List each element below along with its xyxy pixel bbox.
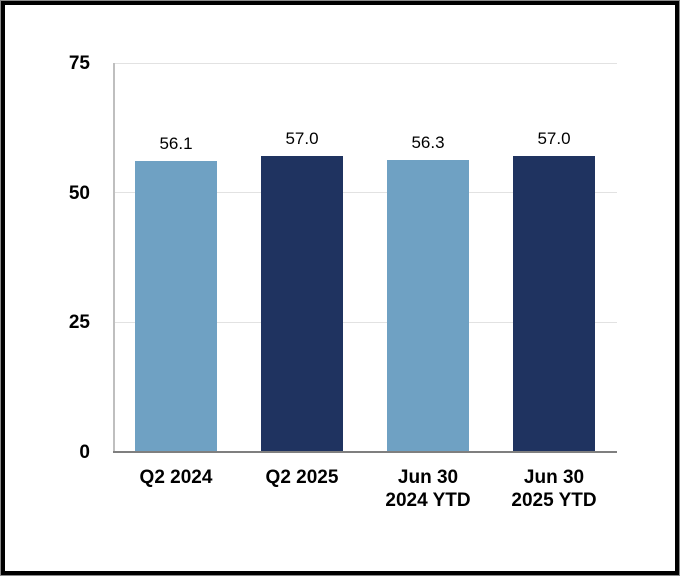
gridline	[113, 62, 617, 64]
x-category-label: Jun 30 2025 YTD	[511, 467, 597, 511]
y-tick-label: 0	[79, 442, 90, 463]
x-category-label: Q2 2025	[265, 467, 339, 488]
y-tick-label: 25	[68, 312, 90, 334]
bar-value-label: 57.0	[537, 129, 571, 149]
y-tick-label: 50	[68, 182, 90, 204]
x-category-label: Jun 30 2024 YTD	[385, 467, 471, 511]
bar-value-label: 56.1	[159, 134, 193, 154]
gridline	[113, 192, 617, 194]
gridline	[113, 321, 617, 323]
y-axis-line	[113, 63, 115, 452]
bar	[513, 156, 595, 452]
x-axis-line	[113, 451, 617, 453]
bar	[261, 156, 343, 452]
bar	[135, 161, 217, 452]
bar	[387, 159, 469, 452]
x-category-label: Q2 2024	[139, 467, 213, 488]
bar-value-label: 57.0	[285, 129, 319, 149]
y-tick-label: 75	[68, 53, 90, 74]
bar-value-label: 56.3	[411, 132, 445, 152]
